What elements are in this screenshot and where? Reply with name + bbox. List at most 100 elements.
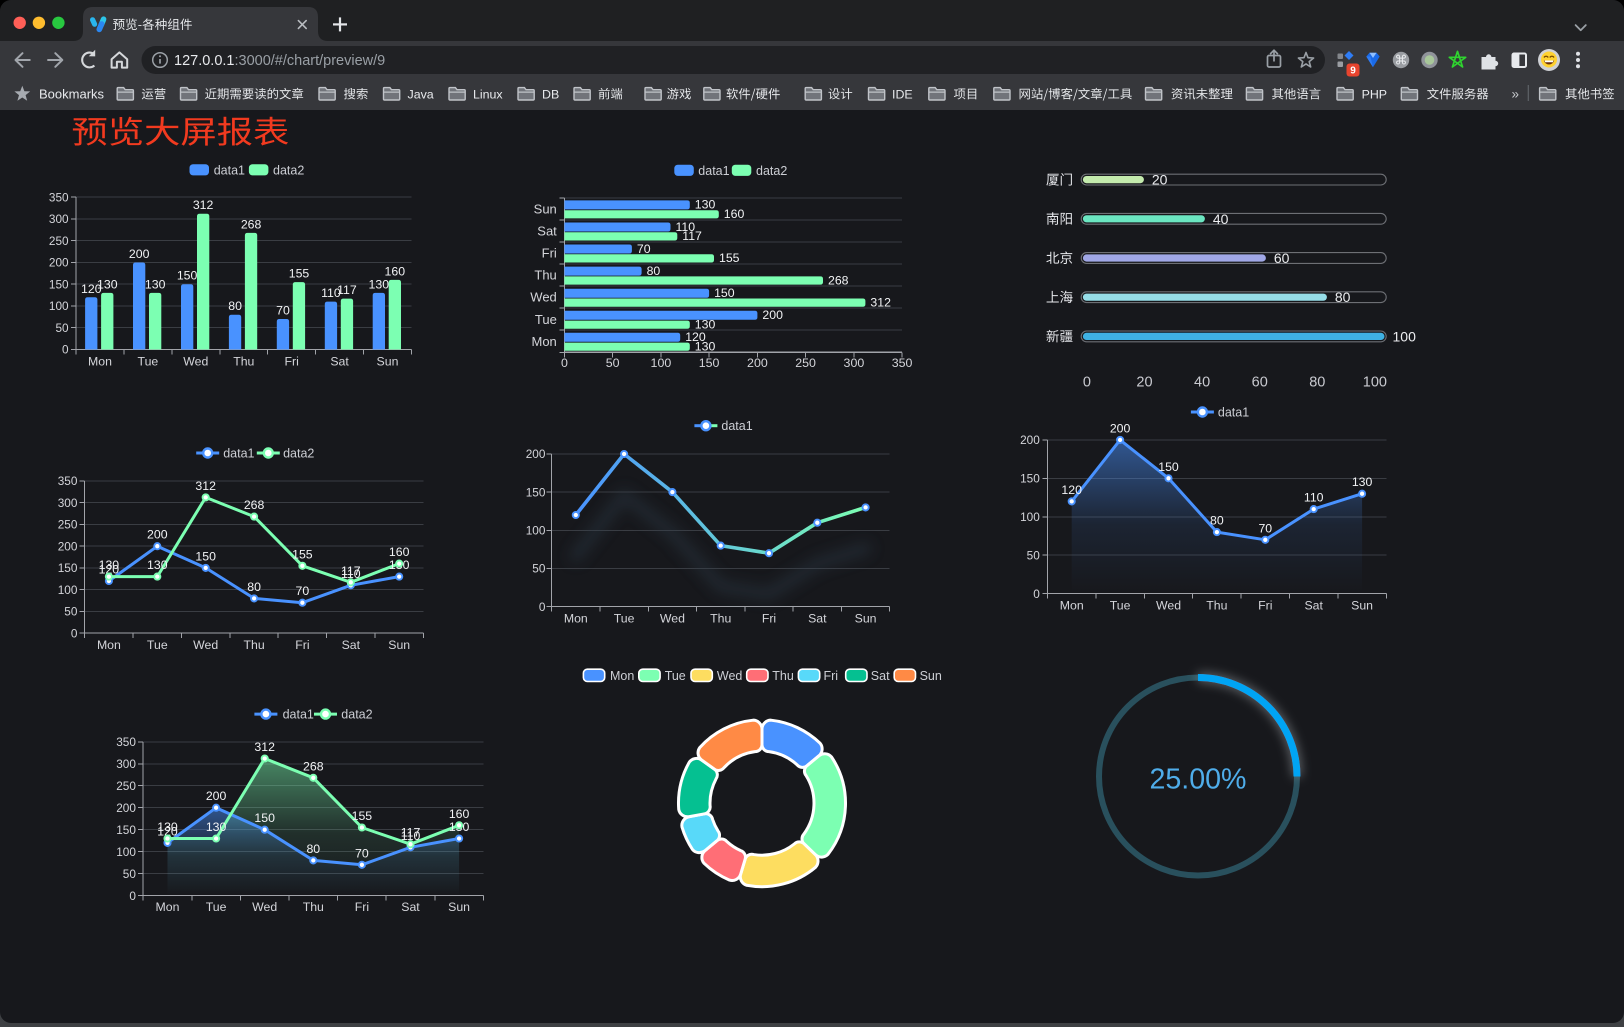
svg-text:312: 312 xyxy=(254,740,275,754)
svg-text:110: 110 xyxy=(1304,491,1324,505)
svg-text:268: 268 xyxy=(241,217,262,231)
svg-text:Mon: Mon xyxy=(610,669,634,683)
svg-text:»: » xyxy=(1511,86,1519,101)
svg-text:Fri: Fri xyxy=(762,612,776,626)
svg-text:200: 200 xyxy=(129,247,150,261)
svg-text:Sun: Sun xyxy=(448,900,470,914)
svg-text:20: 20 xyxy=(1136,374,1152,390)
svg-text:100: 100 xyxy=(1020,510,1040,524)
svg-text:data2: data2 xyxy=(273,163,304,177)
svg-text:Fri: Fri xyxy=(542,246,557,261)
svg-text:data1: data1 xyxy=(1218,406,1249,420)
svg-text:50: 50 xyxy=(55,321,69,335)
svg-text:200: 200 xyxy=(58,539,78,553)
svg-text:200: 200 xyxy=(116,801,136,815)
svg-text:100: 100 xyxy=(526,524,546,538)
svg-text:Mon: Mon xyxy=(564,612,588,626)
svg-text:130: 130 xyxy=(695,198,716,212)
svg-text:Sun: Sun xyxy=(855,612,877,626)
svg-text:350: 350 xyxy=(892,356,913,370)
svg-text:Mon: Mon xyxy=(97,638,121,652)
svg-text:300: 300 xyxy=(58,496,78,510)
svg-text:Thu: Thu xyxy=(233,354,254,368)
svg-text:Bookmarks: Bookmarks xyxy=(39,87,105,102)
svg-text:100: 100 xyxy=(116,845,136,859)
svg-text:155: 155 xyxy=(289,267,310,281)
svg-text:70: 70 xyxy=(1258,521,1272,535)
svg-text:130: 130 xyxy=(695,318,716,332)
svg-text:70: 70 xyxy=(355,846,369,860)
svg-text:Fri: Fri xyxy=(295,638,309,652)
svg-text:200: 200 xyxy=(206,789,227,803)
svg-text:100: 100 xyxy=(1363,374,1387,390)
svg-text:130: 130 xyxy=(145,277,166,291)
svg-text:100: 100 xyxy=(49,299,69,313)
svg-text:Thu: Thu xyxy=(1206,599,1227,613)
svg-text:150: 150 xyxy=(1020,472,1040,486)
svg-text:Thu: Thu xyxy=(534,268,556,283)
svg-text:Wed: Wed xyxy=(252,900,277,914)
svg-text:130: 130 xyxy=(147,558,168,572)
svg-text:200: 200 xyxy=(526,447,546,461)
svg-text:130: 130 xyxy=(206,820,227,834)
svg-text:110: 110 xyxy=(321,286,341,300)
svg-text:Fri: Fri xyxy=(355,900,369,914)
svg-text:Sat: Sat xyxy=(537,224,557,239)
svg-text:Sat: Sat xyxy=(342,638,361,652)
svg-text:data1: data1 xyxy=(283,708,314,722)
svg-text:150: 150 xyxy=(699,356,720,370)
svg-text:250: 250 xyxy=(49,234,69,248)
svg-text:0: 0 xyxy=(1033,587,1040,601)
svg-text:Wed: Wed xyxy=(193,638,218,652)
svg-text:Mon: Mon xyxy=(156,900,180,914)
svg-text:Sun: Sun xyxy=(534,201,557,216)
svg-text:110: 110 xyxy=(401,829,421,843)
svg-text:9: 9 xyxy=(1350,66,1356,77)
svg-text:data2: data2 xyxy=(341,708,372,722)
svg-text:130: 130 xyxy=(369,277,390,291)
svg-text:data2: data2 xyxy=(283,447,314,461)
svg-text:120: 120 xyxy=(1061,483,1082,497)
svg-text:150: 150 xyxy=(177,269,198,283)
svg-text:120: 120 xyxy=(99,563,120,577)
svg-text:350: 350 xyxy=(116,735,136,749)
svg-text:127.0.0.1:3000/#/chart/preview: 127.0.0.1:3000/#/chart/preview/9 xyxy=(174,53,385,69)
svg-text:130: 130 xyxy=(157,820,178,834)
svg-text:200: 200 xyxy=(762,308,783,322)
svg-text:Thu: Thu xyxy=(303,900,324,914)
svg-text:Sun: Sun xyxy=(377,354,399,368)
svg-text:40: 40 xyxy=(1194,374,1210,390)
svg-text:312: 312 xyxy=(870,295,891,309)
svg-text:80: 80 xyxy=(306,842,320,856)
svg-text:Wed: Wed xyxy=(717,669,743,683)
svg-text:50: 50 xyxy=(123,867,137,881)
svg-text:25.00%: 25.00% xyxy=(1150,763,1247,795)
svg-text:80: 80 xyxy=(1335,289,1351,305)
svg-text:40: 40 xyxy=(1213,211,1229,227)
svg-text:60: 60 xyxy=(1274,250,1290,266)
svg-text:350: 350 xyxy=(49,190,69,204)
svg-text:IDE: IDE xyxy=(892,88,913,102)
svg-text:Sun: Sun xyxy=(388,638,410,652)
svg-text:268: 268 xyxy=(828,273,849,287)
svg-text:Linux: Linux xyxy=(473,88,503,102)
svg-text:Mon: Mon xyxy=(1060,599,1084,613)
svg-text:50: 50 xyxy=(64,605,78,619)
svg-text:Wed: Wed xyxy=(1156,599,1181,613)
svg-text:100: 100 xyxy=(651,356,672,370)
svg-text:0: 0 xyxy=(71,626,78,640)
svg-text:50: 50 xyxy=(606,356,620,370)
svg-text:120: 120 xyxy=(81,282,102,296)
svg-text:120: 120 xyxy=(685,330,706,344)
svg-text:80: 80 xyxy=(247,580,261,594)
svg-text:⌘: ⌘ xyxy=(1395,53,1408,68)
svg-text:data1: data1 xyxy=(214,163,245,177)
svg-text:Tue: Tue xyxy=(1110,599,1131,613)
svg-text:Tue: Tue xyxy=(614,612,635,626)
svg-text:Tue: Tue xyxy=(147,638,168,652)
svg-text:117: 117 xyxy=(337,283,357,297)
svg-text:130: 130 xyxy=(1352,475,1373,489)
svg-text:117: 117 xyxy=(401,826,421,840)
svg-text:0: 0 xyxy=(561,356,568,370)
svg-text:DB: DB xyxy=(542,88,559,102)
